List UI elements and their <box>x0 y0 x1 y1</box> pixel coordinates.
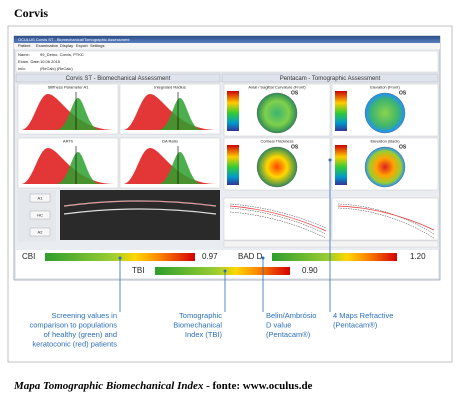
doc-title: Corvis <box>14 6 48 20</box>
color-scale <box>335 145 347 185</box>
annotation-line: 4 Maps Refractive <box>333 311 393 320</box>
button[interactable] <box>29 210 51 220</box>
graph-title: DA Ratio <box>162 139 179 144</box>
field-value: (ReCalc) (ReCalc) <box>40 66 73 71</box>
tbi-value: 0.90 <box>302 266 318 275</box>
button-label[interactable]: A2 <box>38 229 44 234</box>
window-title: OCULUS Corvis ST - Biomechanical/Tomogra… <box>18 37 130 42</box>
button-label[interactable]: A1 <box>38 195 44 200</box>
eye-label: OS <box>291 144 299 150</box>
menu-item[interactable]: Export <box>76 43 88 48</box>
annotation-line: (Pentacam®) <box>333 320 378 329</box>
tbi-bar <box>155 267 290 275</box>
cbi-label: CBI <box>22 252 35 261</box>
color-map <box>364 146 406 188</box>
callout-dot <box>328 158 332 162</box>
callouts <box>119 160 331 312</box>
panel-header <box>221 73 439 83</box>
camera-image <box>60 190 220 240</box>
green-distribution <box>158 98 202 130</box>
menu-item[interactable]: Examination <box>36 43 58 48</box>
menu-item[interactable]: Settings <box>90 43 104 48</box>
field-label: Name: <box>18 52 30 57</box>
field-label: Exam. Date: <box>18 59 40 64</box>
color-map <box>364 92 406 134</box>
callout-dot <box>223 269 227 273</box>
eye-label: OS <box>291 90 299 96</box>
color-scale <box>227 145 239 185</box>
patient-box <box>15 50 439 73</box>
button[interactable] <box>29 227 51 237</box>
field-value: 99_Demo, Corvis, PTKC <box>40 52 84 57</box>
eye-label: OS <box>399 90 407 96</box>
graph-title: ARTh <box>63 139 73 144</box>
caption-title: Mapa Tomographic Biomechanical Index <box>13 380 204 392</box>
value-row <box>223 240 439 248</box>
menu-item[interactable]: Patient <box>18 43 31 48</box>
thickness-graph <box>223 197 331 241</box>
button[interactable] <box>29 193 51 203</box>
left-panel-title: Corvis ST - Biomechanical Assessment <box>66 76 171 82</box>
callout-dots <box>118 158 332 273</box>
map-title: Corneal Thickness <box>260 139 293 144</box>
red-distribution <box>21 94 115 130</box>
callout-dot <box>261 256 265 260</box>
green-distribution <box>56 152 100 184</box>
annotation-line: Belin/Ambrósio <box>266 311 316 320</box>
figure-frame <box>7 25 453 363</box>
field-value: 10.06.2015 <box>40 59 61 64</box>
annotation-line: of healthy (green) and <box>44 330 117 339</box>
menu-item[interactable]: Display <box>60 43 73 48</box>
annotation-line: D value <box>266 320 291 329</box>
color-scale <box>227 91 239 131</box>
graph-line <box>229 205 327 232</box>
green-distribution <box>56 98 100 130</box>
red-distribution <box>21 148 115 184</box>
cornea-edge <box>63 200 217 207</box>
field-label: Info: <box>18 66 26 71</box>
callout-dot <box>118 256 122 260</box>
map-title: Elevation (Front) <box>370 85 400 90</box>
right-panel-title: Pentacam - Tomographic Assessment <box>280 76 381 82</box>
green-distribution <box>158 152 202 184</box>
bad-d-label: BAD D <box>238 252 263 261</box>
graph-line <box>337 203 435 239</box>
color-map <box>256 146 298 188</box>
annotation-line: (Pentacam®) <box>266 330 311 339</box>
cbi-value: 0.97 <box>202 252 218 261</box>
annotation-line: Index (TBI) <box>185 330 223 339</box>
caption-source: - fonte: www.oculus.de <box>206 380 312 392</box>
tbi-label: TBI <box>132 266 144 275</box>
map-title: Axial / Sagittal Curvature (Front) <box>248 85 306 90</box>
graph-title: Integrated Radius <box>154 85 186 90</box>
graph-title: Stiffness Parameter A1 <box>48 85 90 90</box>
annotation-line: comparison to populations <box>29 320 117 329</box>
title-bar <box>14 36 440 43</box>
thickness-graph <box>331 197 439 241</box>
graphs: Stiffness Parameter A1 Integrated Radius A… <box>17 83 221 189</box>
annotation-line: keratoconic (red) patients <box>32 339 117 348</box>
caption: Mapa Tomographic Biomechanical Index - f… <box>13 380 313 392</box>
annotation-line: Screening values in <box>52 311 117 320</box>
color-scale <box>335 91 347 131</box>
map-title: Elevation (Back) <box>370 139 400 144</box>
bad-d-value: 1.20 <box>410 252 426 261</box>
eye-label: OS <box>399 144 407 150</box>
annotation-line: Biomechanical <box>173 320 222 329</box>
panel-header <box>15 73 221 83</box>
button-label[interactable]: HC <box>37 212 43 217</box>
color-map <box>256 92 298 134</box>
menu-bar <box>14 43 440 49</box>
red-distribution <box>123 94 217 130</box>
bad-d-bar <box>272 253 397 261</box>
red-distribution <box>123 148 217 184</box>
graph-line <box>229 203 327 239</box>
maps: Axial / Sagittal Curvature (Front)OSElev… <box>223 83 439 191</box>
graph-line <box>337 205 435 231</box>
annotation-line: Tomographic <box>179 311 222 320</box>
